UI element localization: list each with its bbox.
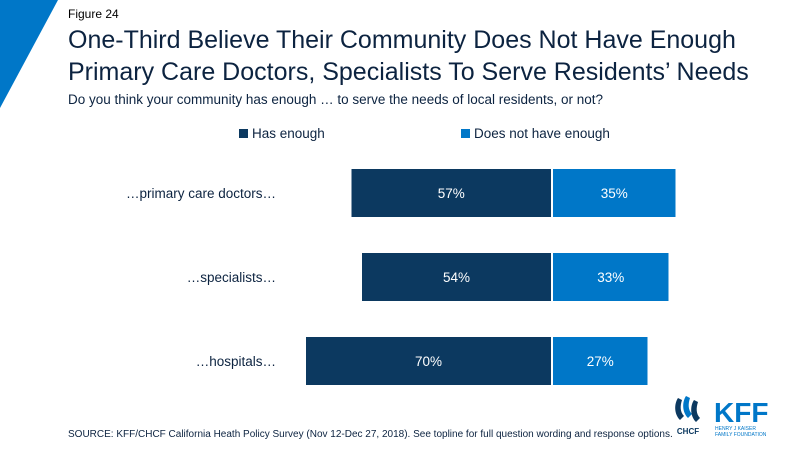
legend-label-not-enough: Does not have enough [474, 126, 610, 141]
data-label-not-enough: 33% [597, 270, 624, 285]
data-label-has-enough: 70% [415, 354, 442, 369]
chcf-logo: CHCF [675, 396, 700, 436]
corner-accent-shape [0, 0, 58, 108]
source-note: SOURCE: KFF/CHCF California Heath Policy… [68, 429, 673, 440]
bar-not-enough [553, 253, 669, 301]
chart-legend: Has enough Does not have enough [0, 126, 800, 144]
legend-swatch-has-enough [239, 129, 248, 138]
data-label-not-enough: 27% [587, 354, 614, 369]
category-label: …specialists… [187, 270, 276, 285]
bar-not-enough [553, 169, 676, 217]
figure-label: Figure 24 [68, 7, 119, 21]
kff-logo: KFF HENRY J KAISER FAMILY FOUNDATION [714, 397, 768, 438]
bar-has-enough [306, 337, 551, 385]
data-label-has-enough: 57% [438, 186, 465, 201]
bar-not-enough [553, 337, 648, 385]
chart-subtitle: Do you think your community has enough …… [68, 92, 604, 107]
page-title: One-Third Believe Their Community Does N… [68, 24, 788, 88]
legend-swatch-not-enough [461, 129, 470, 138]
title-line-2: Primary Care Doctors, Specialists To Ser… [68, 58, 749, 86]
title-line-1: One-Third Believe Their Community Does N… [68, 26, 736, 54]
legend-item-has-enough: Has enough [239, 126, 325, 141]
data-label-has-enough: 54% [443, 270, 470, 285]
data-label-not-enough: 35% [601, 186, 628, 201]
category-label: …primary care doctors… [126, 186, 276, 201]
bar-has-enough [362, 253, 551, 301]
bar-has-enough [351, 169, 551, 217]
chcf-logo-text: CHCF [677, 427, 699, 436]
kff-logo-text: KFF [714, 397, 768, 428]
category-label: …hospitals… [196, 354, 276, 369]
legend-item-not-enough: Does not have enough [461, 126, 610, 141]
kff-logo-subtext-2: FAMILY FOUNDATION [715, 432, 767, 438]
legend-label-has-enough: Has enough [252, 126, 325, 141]
kff-logo-subtext-1: HENRY J KAISER [715, 426, 756, 432]
